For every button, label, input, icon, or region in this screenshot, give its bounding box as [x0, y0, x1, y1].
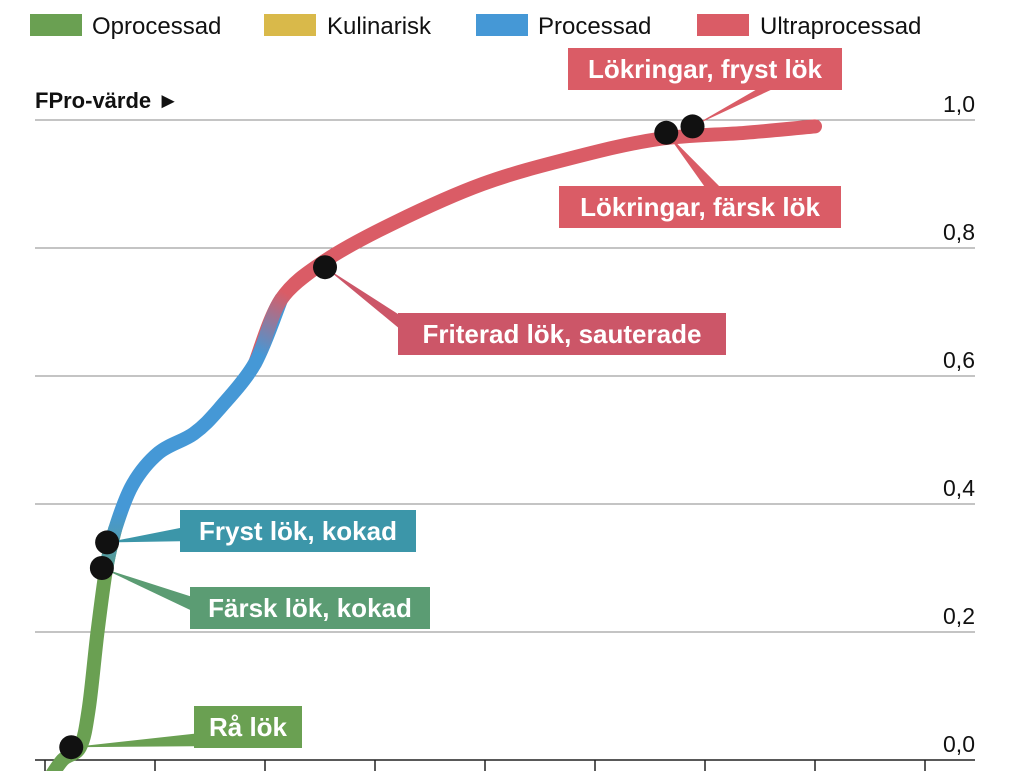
legend-label-ultraprocessad: Ultraprocessad — [760, 13, 921, 40]
y-tick-label: 0,2 — [943, 603, 975, 629]
y-tick-labels: 0,0 0,2 0,4 0,6 0,8 1,0 — [943, 91, 975, 757]
data-point — [680, 114, 705, 139]
data-point — [654, 120, 679, 145]
annotation-leader — [71, 730, 228, 748]
annotation-leader — [107, 525, 195, 543]
y-tick-label: 1,0 — [943, 91, 975, 117]
annotation-leader — [692, 88, 775, 127]
y-tick-label: 0,6 — [943, 347, 975, 373]
annotation: Färsk lök, kokad — [101, 568, 430, 629]
annotation-label: Lökringar, fryst lök — [588, 54, 823, 84]
data-point — [89, 556, 114, 580]
legend-swatch-processad — [476, 14, 528, 36]
legend-label-kulinarisk: Kulinarisk — [327, 13, 432, 40]
annotation-box — [559, 186, 841, 228]
annotation-leader — [666, 132, 723, 190]
annotation-label: Rå lök — [209, 712, 288, 742]
data-point — [59, 735, 84, 760]
annotations: Rå lök Färsk lök, kokad Fryst lök, kokad Fr… — [71, 48, 842, 748]
legend-item-kulinarisk: Kulinarisk — [264, 13, 432, 40]
annotation: Fryst lök, kokad — [107, 510, 416, 552]
annotation: Friterad lök, sauterade — [325, 267, 726, 355]
legend-swatch-kulinarisk — [264, 14, 316, 36]
legend-item-ultraprocessad: Ultraprocessad — [697, 13, 921, 40]
x-axis — [35, 759, 975, 771]
annotation-box — [398, 313, 726, 355]
annotation: Lökringar, fryst lök — [568, 48, 842, 127]
annotation-label: Fryst lök, kokad — [199, 516, 397, 546]
annotation-box — [190, 587, 430, 629]
curve-blend-processad-ultraprocessad — [213, 253, 332, 415]
y-tick-label: 0,8 — [943, 219, 975, 245]
annotation: Lökringar, färsk lök — [559, 132, 841, 228]
annotation-leader — [325, 267, 412, 339]
annotation-label: Friterad lök, sauterade — [423, 319, 702, 349]
data-point — [313, 255, 337, 280]
legend-label-oprocessad: Oprocessad — [92, 13, 221, 40]
annotation-box — [180, 510, 416, 552]
data-points — [59, 114, 705, 760]
y-axis-label: FPro-värde ► — [35, 88, 179, 113]
annotation-label: Färsk lök, kokad — [208, 593, 412, 623]
annotation: Rå lök — [71, 706, 302, 748]
legend-item-processad: Processad — [476, 13, 651, 40]
legend-label-processad: Processad — [538, 13, 651, 40]
y-tick-label: 0,0 — [943, 731, 975, 757]
fpro-curve — [46, 119, 822, 771]
annotation-label: Lökringar, färsk lök — [580, 192, 820, 222]
annotation-box — [194, 706, 302, 748]
gridlines — [35, 119, 975, 633]
legend-item-oprocessad: Oprocessad — [30, 13, 221, 40]
data-point — [95, 530, 120, 555]
legend: Oprocessad Kulinarisk Processad Ultrapro… — [30, 13, 921, 40]
legend-swatch-ultraprocessad — [697, 14, 749, 36]
legend-swatch-oprocessad — [30, 14, 82, 36]
y-tick-label: 0,4 — [943, 475, 975, 501]
annotation-leader — [101, 568, 205, 617]
annotation-box — [568, 48, 842, 90]
